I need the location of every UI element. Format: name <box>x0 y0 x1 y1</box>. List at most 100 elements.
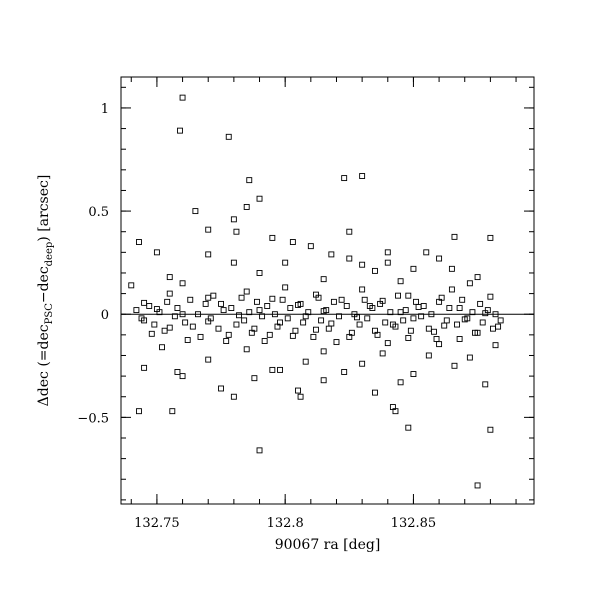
data-point <box>233 321 240 328</box>
data-point <box>289 332 296 339</box>
data-point <box>459 296 466 303</box>
data-point <box>297 393 304 400</box>
data-point <box>177 127 183 134</box>
data-point <box>182 319 189 326</box>
data-point <box>241 317 248 324</box>
data-point <box>359 360 366 367</box>
data-point <box>313 326 319 333</box>
data-point <box>259 313 266 320</box>
data-point <box>230 259 237 266</box>
data-point <box>346 228 353 235</box>
data-point <box>292 327 299 334</box>
data-point <box>325 325 332 332</box>
data-point <box>384 340 391 347</box>
data-point <box>179 311 186 318</box>
data-point <box>415 304 422 310</box>
data-point <box>156 309 163 316</box>
data-point <box>251 375 258 382</box>
data-point <box>420 303 427 309</box>
data-point <box>256 307 263 314</box>
data-point <box>492 311 499 318</box>
data-point <box>346 255 353 262</box>
data-point <box>336 313 342 320</box>
data-point <box>248 329 255 336</box>
data-point <box>236 312 242 319</box>
data-point <box>359 173 366 179</box>
data-point <box>456 305 463 311</box>
data-point <box>174 305 181 311</box>
data-point <box>405 292 412 299</box>
data-point <box>372 267 378 274</box>
data-point <box>384 259 391 266</box>
data-point <box>297 300 304 307</box>
data-point <box>379 350 386 357</box>
data-point <box>492 342 499 349</box>
data-point <box>436 255 443 262</box>
data-point <box>225 331 232 338</box>
data-point <box>141 364 148 371</box>
data-point <box>223 338 230 344</box>
data-point <box>477 300 484 307</box>
data-point <box>205 294 212 301</box>
data-point <box>456 336 463 342</box>
data-point <box>256 447 263 454</box>
data-point <box>443 317 450 324</box>
data-point <box>300 319 307 326</box>
y-tick-label: 0 <box>101 308 109 323</box>
data-point <box>333 339 340 346</box>
data-point <box>179 94 186 101</box>
data-point <box>364 315 371 322</box>
data-point <box>320 377 327 384</box>
ticks <box>121 77 534 504</box>
data-point <box>282 284 289 291</box>
data-point <box>338 296 345 303</box>
data-point <box>451 233 458 240</box>
data-point <box>202 300 209 307</box>
data-point <box>138 315 145 322</box>
data-point <box>307 243 314 250</box>
data-point <box>497 317 504 324</box>
data-point <box>402 307 409 314</box>
data-point <box>136 239 142 245</box>
data-point <box>264 303 271 309</box>
data-point <box>356 321 363 328</box>
data-point <box>184 337 191 343</box>
data-point <box>146 303 153 309</box>
data-point <box>382 319 389 326</box>
x-tick-label: 132.85 <box>391 516 437 531</box>
data-point <box>210 292 217 299</box>
data-point <box>220 307 227 314</box>
data-point <box>295 387 301 394</box>
data-point <box>374 331 381 338</box>
data-point <box>431 328 437 335</box>
data-point <box>225 133 232 140</box>
data-point <box>423 249 430 256</box>
data-point <box>179 373 186 380</box>
data-point <box>266 331 273 338</box>
data-point <box>128 282 135 289</box>
data-point <box>466 280 473 287</box>
data-point <box>192 208 199 215</box>
data-point <box>469 309 476 316</box>
data-point <box>328 320 335 327</box>
data-point <box>341 175 348 182</box>
data-point <box>446 305 453 311</box>
data-point <box>205 356 212 363</box>
data-point <box>484 307 491 314</box>
data-point <box>359 261 366 268</box>
x-tick-labels: 132.75 132.8 132.85 <box>134 516 436 531</box>
data-point <box>474 482 481 489</box>
plot-frame <box>120 76 535 505</box>
data-point <box>195 311 201 318</box>
data-point <box>474 274 481 281</box>
data-point <box>230 393 237 400</box>
data-point <box>215 325 222 332</box>
data-point <box>207 315 214 322</box>
data-point <box>256 270 263 276</box>
data-point <box>315 294 322 301</box>
data-point <box>348 329 355 336</box>
data-point <box>133 307 140 314</box>
data-point <box>161 327 168 334</box>
data-point <box>387 309 394 316</box>
